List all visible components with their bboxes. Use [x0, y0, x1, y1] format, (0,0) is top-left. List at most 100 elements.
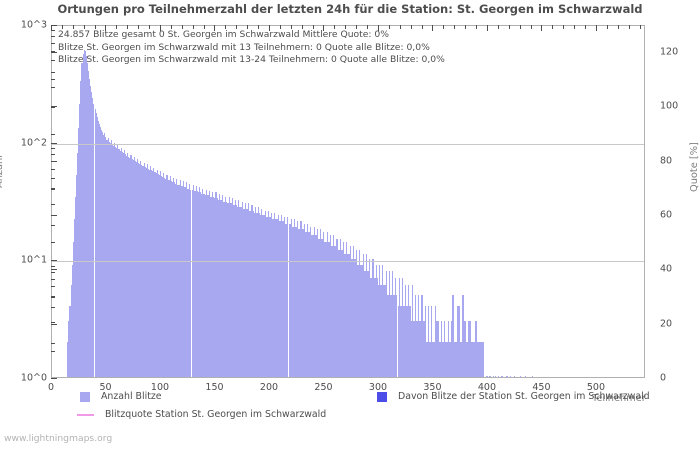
- bar: [182, 181, 184, 377]
- bar: [302, 229, 304, 377]
- y2-axis-tick-label: 40: [660, 263, 673, 275]
- bar: [419, 320, 421, 377]
- bar: [437, 320, 439, 377]
- bar: [269, 216, 272, 377]
- bar: [104, 133, 106, 377]
- bar: [150, 166, 152, 377]
- bar: [514, 376, 516, 377]
- axis-tick: [51, 342, 55, 344]
- bar: [451, 294, 454, 377]
- x-axis-tick-label: 50: [99, 382, 112, 393]
- bar: [307, 223, 309, 377]
- axis-tick: [51, 265, 55, 267]
- bar: [374, 277, 376, 377]
- bar: [85, 55, 87, 377]
- bar: [401, 277, 403, 377]
- plot-area: [51, 25, 645, 378]
- bar: [485, 376, 487, 377]
- bar: [191, 189, 193, 377]
- bar: [289, 223, 291, 377]
- axis-tick: [51, 154, 55, 156]
- axis-tick: [51, 178, 55, 180]
- bar: [458, 306, 460, 377]
- bar: [414, 294, 417, 377]
- axis-tick: [51, 296, 55, 298]
- bar: [301, 229, 303, 377]
- legend-item-label: Blitzquote Station St. Georgen im Schwar…: [105, 409, 327, 420]
- axis-tick: [192, 25, 194, 29]
- axis-tick: [377, 25, 379, 31]
- axis-tick: [51, 52, 57, 54]
- bar: [110, 140, 112, 377]
- bar: [222, 195, 224, 377]
- bar: [351, 259, 353, 377]
- bar: [397, 306, 399, 377]
- bar: [169, 176, 171, 377]
- bar: [250, 210, 252, 377]
- bar: [71, 264, 73, 377]
- bar: [144, 166, 146, 377]
- axis-tick: [51, 278, 55, 280]
- axis-tick: [585, 25, 587, 29]
- y2-axis-tick-label: 0: [660, 372, 667, 384]
- bar: [347, 254, 349, 377]
- legend-item-station-blitze[interactable]: Davon Blitze der Station St. Georgen im …: [377, 391, 650, 402]
- bar: [386, 294, 388, 377]
- bar: [224, 201, 226, 377]
- bar: [358, 264, 360, 377]
- bar: [95, 113, 97, 377]
- bar: [106, 139, 108, 377]
- bar: [398, 277, 400, 377]
- axis-tick: [454, 25, 456, 29]
- legend-item-anzahl-blitze[interactable]: Anzahl Blitze: [80, 391, 162, 402]
- bar: [166, 175, 168, 377]
- bar: [313, 226, 315, 377]
- axis-tick: [51, 215, 57, 217]
- x-axis-tick-label: 250: [314, 382, 333, 393]
- bar: [264, 210, 266, 377]
- bar: [462, 294, 464, 377]
- axis-tick: [356, 25, 358, 29]
- bar: [167, 180, 169, 377]
- bar: [243, 208, 245, 377]
- bar: [204, 195, 206, 377]
- bar: [251, 204, 253, 377]
- bar: [229, 203, 231, 377]
- bar: [309, 232, 311, 377]
- axis-tick: [268, 25, 270, 31]
- legend-item-label: Anzahl Blitze: [101, 391, 162, 402]
- bar: [119, 150, 121, 377]
- bar: [481, 341, 483, 377]
- bar: [260, 214, 262, 377]
- bar: [96, 117, 98, 377]
- bar: [406, 306, 408, 377]
- bar: [195, 186, 197, 377]
- bar: [261, 208, 263, 377]
- axis-tick: [497, 25, 499, 29]
- bar: [304, 232, 306, 377]
- bar: [105, 136, 107, 377]
- bar: [408, 285, 410, 377]
- bar: [262, 214, 264, 377]
- legend-item-blitzquote[interactable]: Blitzquote Station St. Georgen im Schwar…: [77, 409, 326, 420]
- axis-tick: [83, 25, 85, 29]
- legend-item-label: Davon Blitze der Station St. Georgen im …: [398, 391, 650, 402]
- axis-tick: [51, 187, 55, 189]
- bar: [340, 250, 342, 377]
- bar: [159, 171, 161, 377]
- bar: [97, 120, 99, 377]
- x-axis-title: Teilnehmer: [592, 393, 646, 404]
- bar: [236, 204, 238, 377]
- bar: [111, 143, 114, 377]
- axis-tick: [51, 321, 55, 323]
- bar: [404, 306, 406, 377]
- bar: [163, 173, 165, 377]
- bar: [67, 341, 69, 377]
- bar: [80, 80, 82, 377]
- bar: [337, 250, 339, 377]
- bar: [91, 91, 93, 377]
- x-axis-tick-label: 300: [368, 382, 388, 393]
- bar: [303, 223, 305, 377]
- axis-tick: [432, 25, 434, 31]
- axis-tick: [247, 25, 249, 29]
